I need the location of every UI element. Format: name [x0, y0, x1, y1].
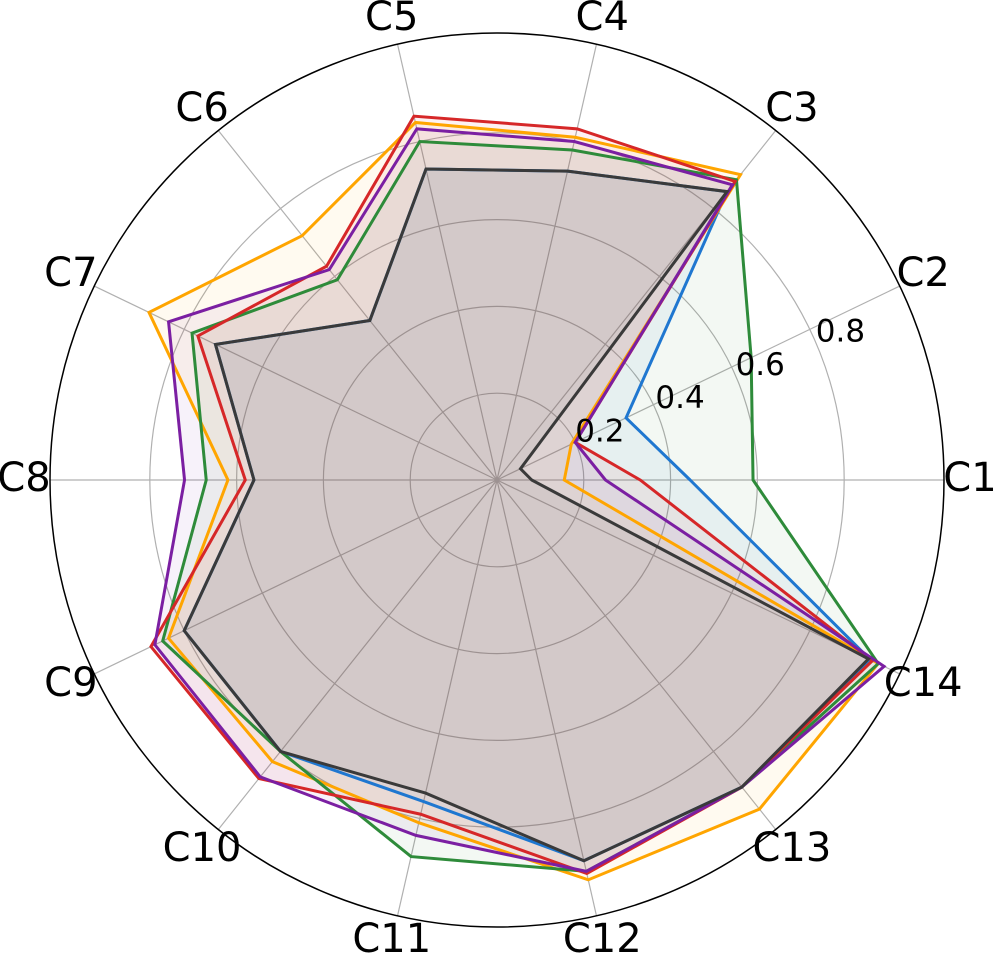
category-label: C14	[884, 660, 963, 706]
spoke	[217, 479, 498, 830]
category-label: C13	[752, 825, 831, 871]
spoke	[496, 479, 777, 830]
series-line	[147, 120, 881, 882]
category-label: C12	[563, 916, 642, 954]
category-label: C8	[0, 455, 51, 501]
series-line	[153, 127, 887, 873]
spoke	[94, 285, 498, 481]
series-line	[182, 167, 871, 863]
category-label: C3	[765, 85, 818, 131]
spoke	[217, 130, 498, 481]
series-fill	[154, 128, 885, 872]
category-label: C6	[175, 85, 228, 131]
category-label: C1	[943, 455, 996, 501]
category-label: C5	[365, 0, 418, 40]
outer-frame	[49, 32, 945, 928]
y-tick-label: 0.8	[816, 314, 865, 350]
series-fill	[150, 116, 873, 874]
series-fill	[149, 122, 879, 880]
series-fill	[184, 169, 869, 861]
category-label: C11	[352, 916, 431, 954]
category-label: C7	[44, 250, 97, 296]
category-label: C4	[576, 0, 629, 40]
category-label: C2	[896, 250, 949, 296]
y-tick-label: 0.4	[655, 380, 704, 416]
category-label: C10	[163, 825, 242, 871]
spoke	[496, 44, 598, 481]
category-label: C9	[44, 660, 97, 706]
y-tick-label: 0.2	[575, 413, 624, 449]
spoke	[496, 479, 900, 675]
y-tick-label: 0.6	[736, 347, 785, 383]
spoke	[496, 285, 900, 481]
spoke	[396, 479, 498, 916]
series-fill	[184, 169, 871, 861]
spoke	[496, 479, 598, 916]
